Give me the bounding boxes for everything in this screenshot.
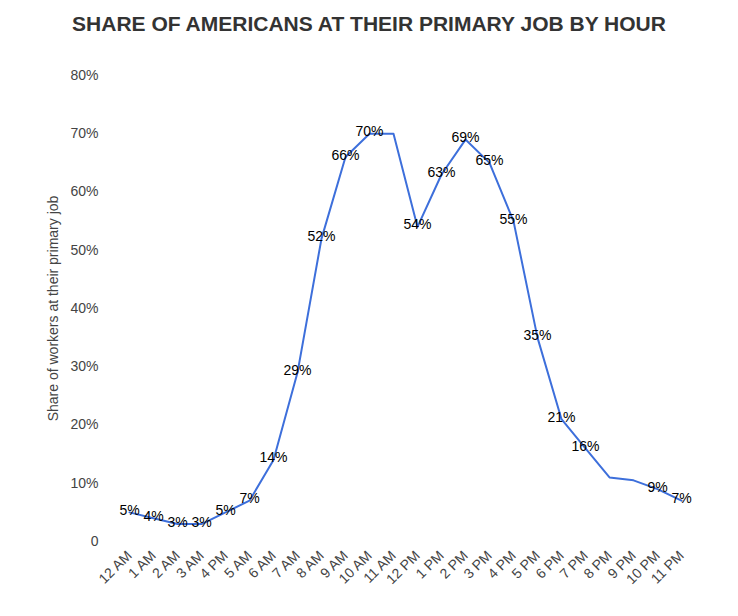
svg-text:0: 0 [91, 533, 99, 549]
svg-text:10%: 10% [70, 475, 98, 491]
svg-text:40%: 40% [70, 300, 98, 316]
svg-text:11 AM: 11 AM [360, 547, 399, 586]
svg-text:65%: 65% [475, 152, 503, 168]
svg-text:3%: 3% [191, 514, 211, 530]
svg-text:54%: 54% [403, 216, 431, 232]
svg-text:7%: 7% [671, 490, 691, 506]
svg-text:80%: 80% [70, 67, 98, 83]
svg-text:6 AM: 6 AM [244, 547, 279, 582]
svg-text:7 AM: 7 AM [268, 547, 303, 582]
svg-text:5%: 5% [119, 502, 139, 518]
svg-text:8 PM: 8 PM [580, 547, 615, 582]
svg-text:12 AM: 12 AM [95, 547, 135, 587]
svg-text:6 PM: 6 PM [532, 547, 567, 582]
svg-text:52%: 52% [307, 228, 335, 244]
svg-text:4 PM: 4 PM [196, 547, 231, 582]
svg-text:7 PM: 7 PM [556, 547, 591, 582]
svg-text:5 PM: 5 PM [508, 547, 543, 582]
svg-text:1 PM: 1 PM [412, 547, 447, 582]
svg-text:7%: 7% [239, 490, 259, 506]
svg-text:Share of workers at their prim: Share of workers at their primary job [45, 195, 61, 421]
svg-text:69%: 69% [451, 129, 479, 145]
svg-text:70%: 70% [70, 125, 98, 141]
svg-text:10 PM: 10 PM [622, 547, 663, 588]
svg-text:20%: 20% [70, 416, 98, 432]
svg-text:2 PM: 2 PM [436, 547, 471, 582]
svg-text:66%: 66% [331, 147, 359, 163]
svg-text:5%: 5% [215, 502, 235, 518]
svg-text:12 PM: 12 PM [382, 547, 423, 588]
html-text:SHARE OF AMERICANS AT THEIR PR: SHARE OF AMERICANS AT THEIR PRIMARY JOB … [72, 12, 666, 35]
svg-text:29%: 29% [283, 362, 311, 378]
svg-text:3 AM: 3 AM [172, 547, 207, 582]
svg-text:60%: 60% [70, 183, 98, 199]
svg-text:4%: 4% [143, 508, 163, 524]
svg-text:9%: 9% [647, 479, 667, 495]
svg-text:1 AM: 1 AM [124, 547, 159, 582]
svg-text:50%: 50% [70, 242, 98, 258]
svg-text:11 PM: 11 PM [648, 547, 687, 586]
svg-text:35%: 35% [523, 327, 551, 343]
svg-text:16%: 16% [571, 438, 599, 454]
svg-text:21%: 21% [547, 409, 575, 425]
svg-text:63%: 63% [427, 164, 455, 180]
svg-text:10 AM: 10 AM [335, 547, 375, 587]
svg-text:4 PM: 4 PM [484, 547, 519, 582]
svg-text:70%: 70% [355, 123, 383, 139]
svg-text:8 AM: 8 AM [292, 547, 327, 582]
svg-text:2 AM: 2 AM [148, 547, 183, 582]
svg-text:5 AM: 5 AM [220, 547, 255, 582]
svg-text:14%: 14% [259, 449, 287, 465]
svg-text:3%: 3% [167, 514, 187, 530]
svg-text:9 AM: 9 AM [316, 547, 351, 582]
svg-text:55%: 55% [499, 211, 527, 227]
svg-text:3 PM: 3 PM [460, 547, 495, 582]
svg-text:30%: 30% [70, 358, 98, 374]
svg-text:9 PM: 9 PM [604, 547, 639, 582]
